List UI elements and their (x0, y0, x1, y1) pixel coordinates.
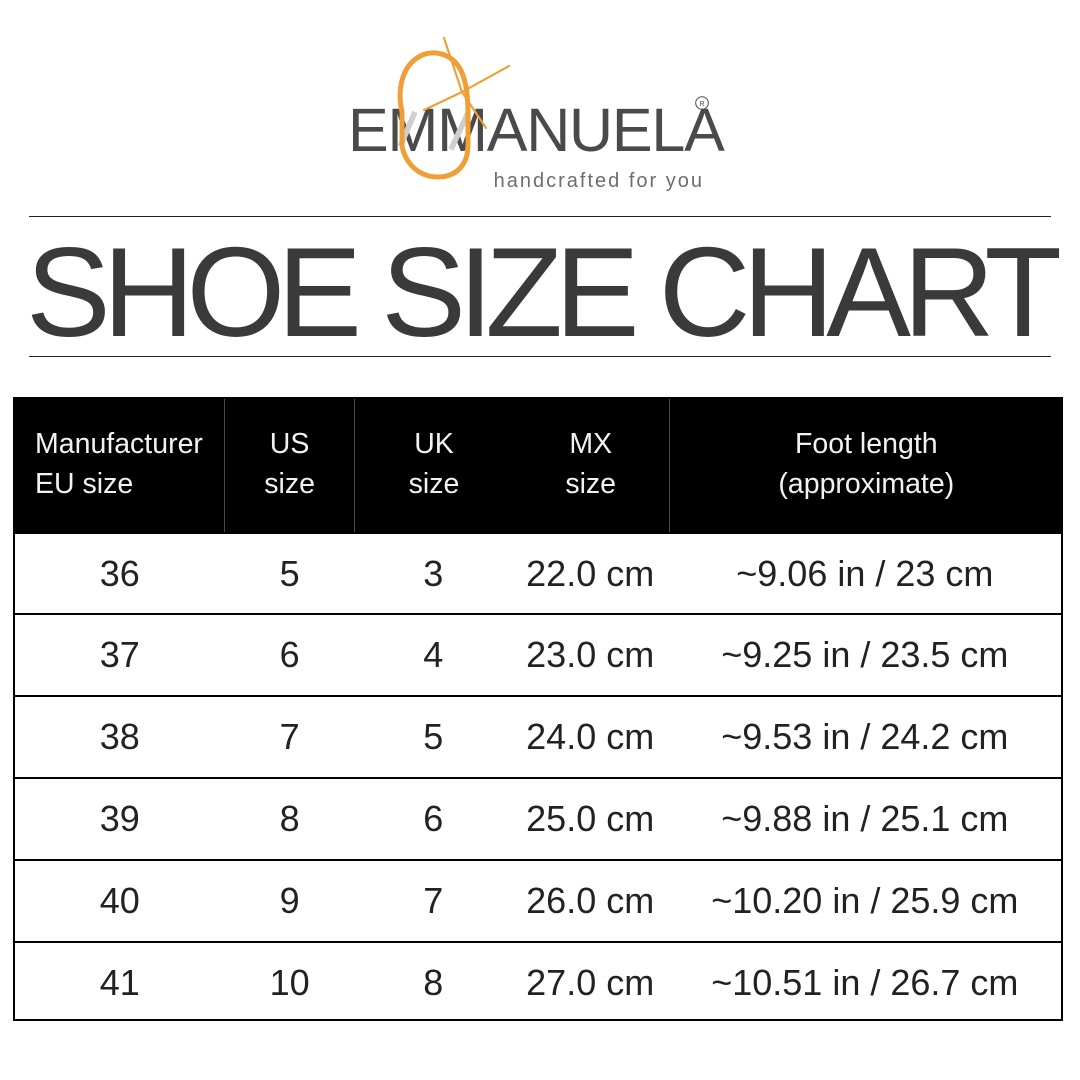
svg-text:handcrafted for you: handcrafted for you (494, 170, 704, 192)
svg-text:R: R (699, 101, 704, 108)
